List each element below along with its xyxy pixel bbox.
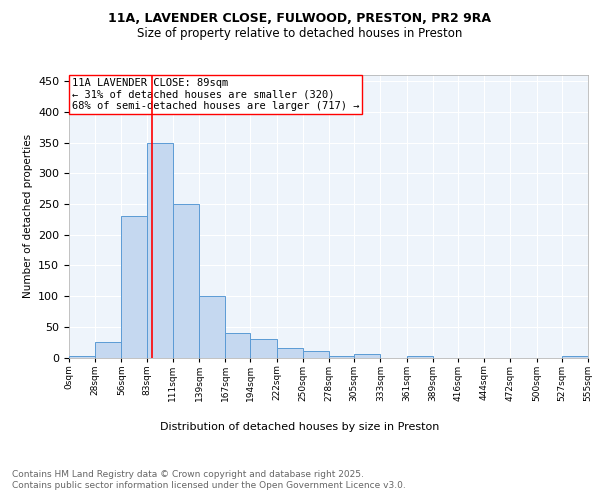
- Text: Size of property relative to detached houses in Preston: Size of property relative to detached ho…: [137, 28, 463, 40]
- Bar: [69, 356, 95, 358]
- Text: 11A LAVENDER CLOSE: 89sqm
← 31% of detached houses are smaller (320)
68% of semi: 11A LAVENDER CLOSE: 89sqm ← 31% of detac…: [72, 78, 359, 112]
- Text: Contains HM Land Registry data © Crown copyright and database right 2025.: Contains HM Land Registry data © Crown c…: [12, 470, 364, 479]
- Bar: [277, 348, 303, 358]
- Bar: [121, 216, 146, 358]
- Bar: [354, 354, 380, 358]
- Text: Contains public sector information licensed under the Open Government Licence v3: Contains public sector information licen…: [12, 481, 406, 490]
- Bar: [562, 356, 588, 358]
- Bar: [303, 352, 329, 358]
- Bar: [173, 204, 199, 358]
- Bar: [329, 356, 354, 358]
- Text: 11A, LAVENDER CLOSE, FULWOOD, PRESTON, PR2 9RA: 11A, LAVENDER CLOSE, FULWOOD, PRESTON, P…: [109, 12, 491, 26]
- Text: Distribution of detached houses by size in Preston: Distribution of detached houses by size …: [160, 422, 440, 432]
- Y-axis label: Number of detached properties: Number of detached properties: [23, 134, 32, 298]
- Bar: [146, 142, 173, 358]
- Bar: [407, 356, 433, 358]
- Bar: [95, 342, 121, 357]
- Bar: [225, 333, 250, 357]
- Bar: [199, 296, 225, 358]
- Bar: [250, 339, 277, 357]
